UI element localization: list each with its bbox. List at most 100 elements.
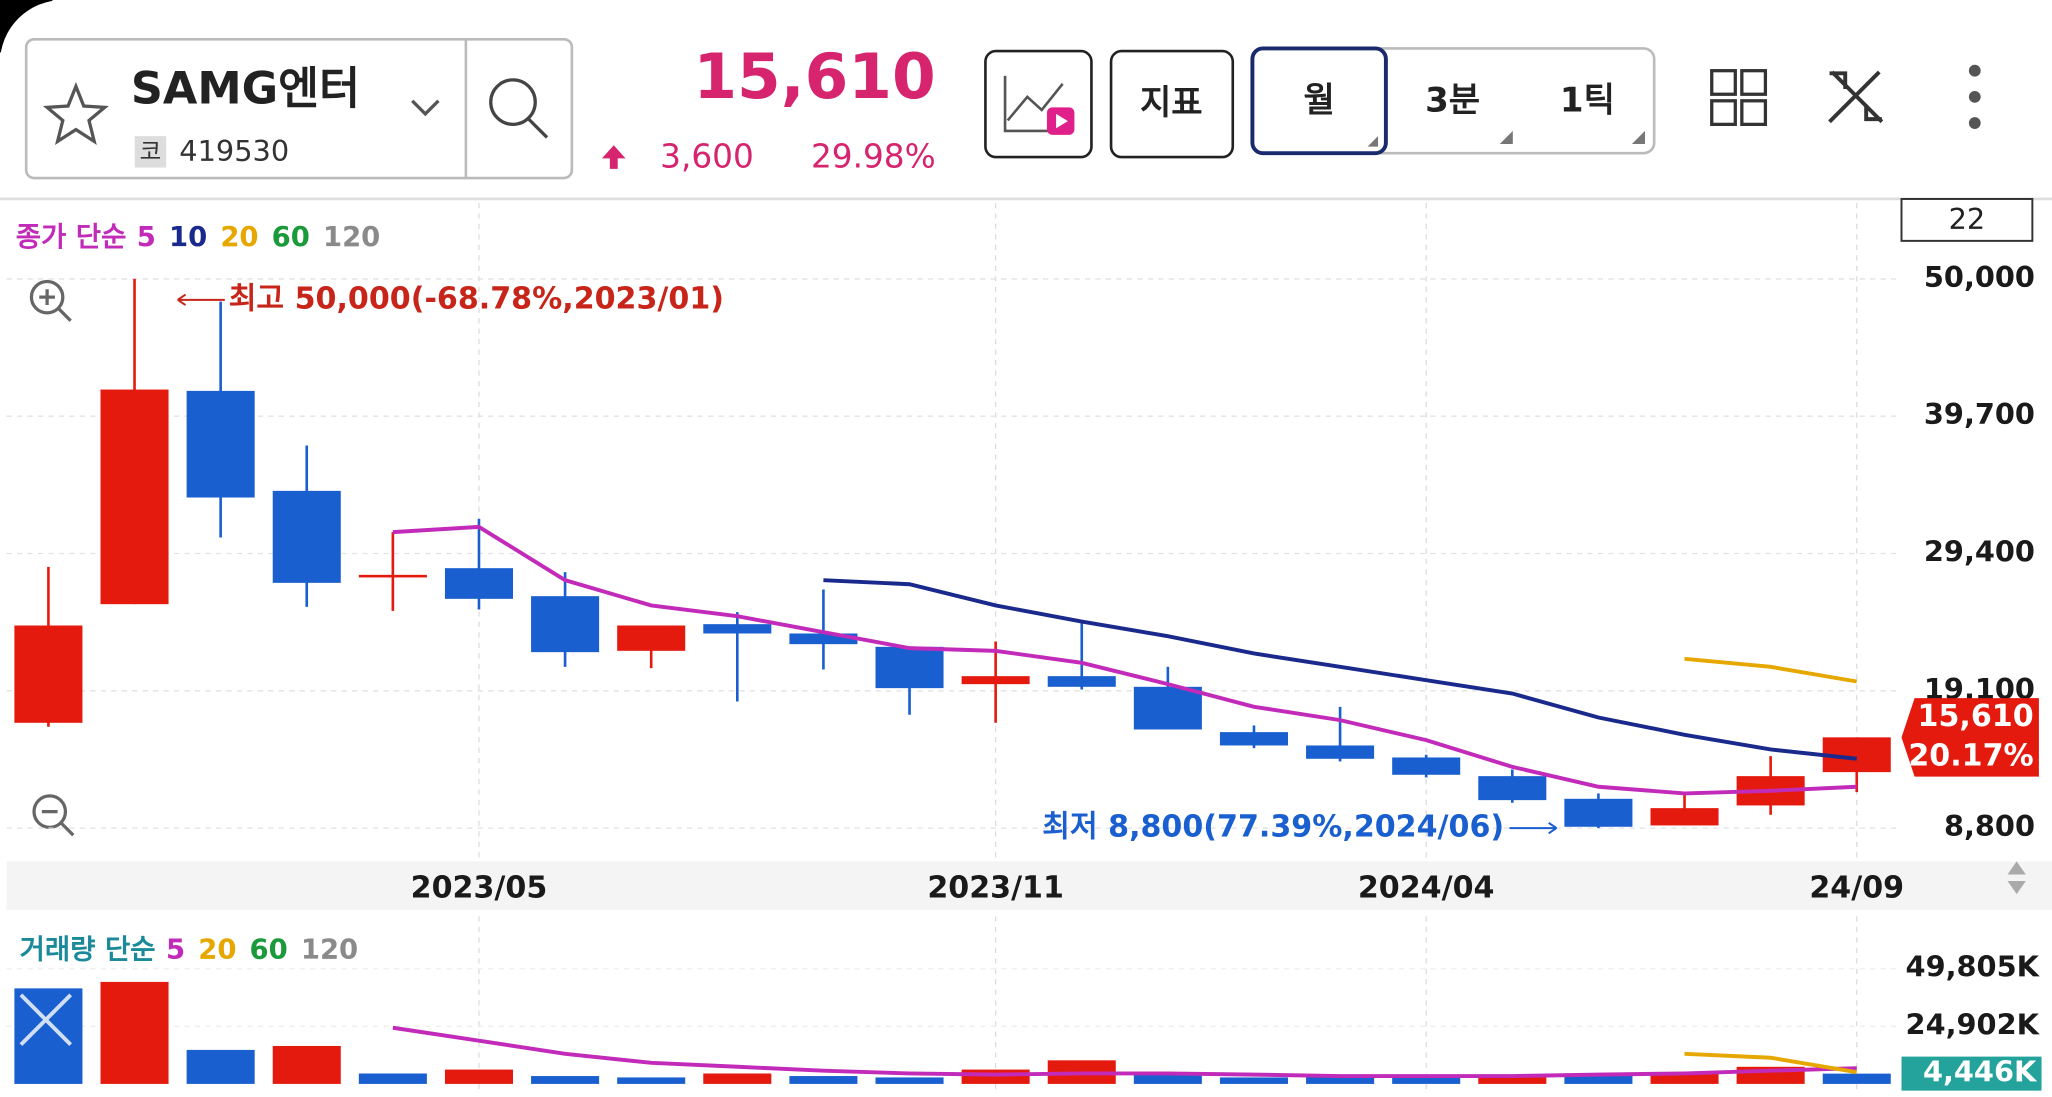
current-price-label: 15,610 <box>1918 699 2034 734</box>
volume-bar <box>875 1077 944 1084</box>
code-badge <box>134 136 167 168</box>
legend-entry: 20 <box>220 221 258 253</box>
volume-bar <box>617 1077 686 1084</box>
volume-bar <box>1822 1073 1891 1084</box>
min-annotation: 최저 8,800(77.39%,2024/06) <box>1042 810 1504 845</box>
volume-bar <box>444 1069 513 1084</box>
stock-name: SAMG엔터 <box>131 64 360 115</box>
volume-bar <box>186 1049 255 1084</box>
candle-body <box>1650 808 1719 826</box>
volume-bar <box>1306 1076 1375 1084</box>
current-volume-box <box>1901 1056 2042 1091</box>
legend-entry: 20 <box>198 933 236 965</box>
dropdown-icon[interactable] <box>411 99 440 117</box>
scroll-arrows[interactable] <box>2007 861 2026 895</box>
candle-body <box>617 625 686 651</box>
volume-bar <box>531 1076 600 1084</box>
candle-body <box>961 676 1030 685</box>
volume-bar <box>1478 1076 1547 1084</box>
volume-bar <box>1219 1077 1288 1084</box>
candle-body <box>703 624 772 634</box>
search-icon <box>527 117 549 139</box>
y-tick-label: 49,805K <box>1906 950 2041 984</box>
period-label[interactable]: 3분 <box>1425 81 1480 121</box>
legend-entry: 10 <box>169 221 207 253</box>
candle-body <box>100 389 169 605</box>
volume-bar <box>14 988 83 1084</box>
y-tick-label: 39,700 <box>1924 397 2035 431</box>
close-icon[interactable] <box>19 993 73 1047</box>
candle-body <box>1047 676 1116 687</box>
legend-entry: 5 <box>137 221 156 253</box>
zoom-in[interactable] <box>29 279 72 322</box>
candle-body <box>531 596 600 653</box>
x-tick-label: 2023/11 <box>927 870 1064 905</box>
volume-bar <box>1133 1073 1202 1084</box>
candle-body <box>14 625 83 723</box>
candle-body <box>1306 745 1375 759</box>
candle-body <box>358 574 427 578</box>
candle-body <box>875 646 944 689</box>
volume-bar <box>789 1076 858 1084</box>
volume-bar <box>1650 1072 1719 1084</box>
tools-icon[interactable] <box>1828 70 1884 124</box>
moving-average <box>392 1025 1857 1079</box>
play-icon <box>1056 113 1068 129</box>
price-change: 3,600 <box>660 137 754 175</box>
favorite-icon[interactable] <box>42 81 109 145</box>
up-arrow <box>601 145 626 169</box>
visible-count: 22 <box>1949 202 1986 236</box>
zoom-out[interactable] <box>32 794 75 837</box>
period-button-selected[interactable] <box>1250 46 1388 156</box>
indicator-button[interactable] <box>1109 49 1235 159</box>
candle-body <box>1478 776 1547 801</box>
moving-average <box>1684 656 1858 684</box>
legend-title: 종가 단순 <box>16 221 127 253</box>
moving-average <box>1684 1051 1858 1075</box>
x-tick-label: 24/09 <box>1809 870 1904 905</box>
volume-bar <box>1564 1074 1633 1084</box>
y-tick-label: 8,800 <box>1944 809 2035 843</box>
candle-body <box>1219 732 1288 746</box>
volume-bar <box>358 1073 427 1084</box>
price-change-pct: 29.98% <box>811 137 936 175</box>
overlay: 15,610 20.17% 4,446K <box>19 698 2042 1091</box>
y-tick-label: 24,902K <box>1906 1007 2041 1041</box>
current-price: 15,610 <box>693 40 935 113</box>
candle-body <box>789 633 858 645</box>
current-change-label: 20.17% <box>1908 738 2033 773</box>
candle-body <box>1392 757 1461 775</box>
volume-bar <box>1392 1077 1461 1084</box>
layout-icon[interactable] <box>1710 69 1768 126</box>
corner-marks <box>1367 130 1646 147</box>
annotation-arrow <box>1509 822 1558 835</box>
legend-entry: 60 <box>250 933 288 965</box>
visible-count-box[interactable] <box>1900 197 2034 242</box>
legend-entry: 120 <box>301 933 358 965</box>
legend-entry: 5 <box>166 933 185 965</box>
current-price-box <box>1901 698 2039 777</box>
candle-body <box>272 490 341 583</box>
volume-bar <box>703 1073 772 1084</box>
max-annotation: 최고 50,000(-68.78%,2023/01) <box>229 281 724 316</box>
period-label[interactable]: 1틱 <box>1560 81 1615 121</box>
stock-code: 419530 <box>179 134 289 168</box>
volume-bar <box>100 981 169 1084</box>
legend-entry: 60 <box>272 221 310 253</box>
chart-type-button[interactable] <box>984 49 1093 159</box>
search-icon[interactable] <box>489 78 537 126</box>
plot: 2023/05 2023/11 2024/04 24/098,80019,10029,… <box>6 202 2041 1090</box>
x-tick-label: 2024/04 <box>1358 870 1495 905</box>
legend-entry: 120 <box>323 221 380 253</box>
current-volume-label: 4,446K <box>1923 1055 2038 1089</box>
more-icon[interactable] <box>1968 64 1981 129</box>
y-tick-label: 29,400 <box>1924 535 2035 569</box>
moving-average <box>392 524 1857 796</box>
moving-average <box>823 578 1857 761</box>
background <box>0 52 2052 1097</box>
y-tick-label: 50,000 <box>1924 260 2035 294</box>
candle-body <box>1133 686 1202 730</box>
code-label: 코 <box>140 138 162 166</box>
legend-title: 거래량 단순 <box>20 933 156 965</box>
x-tick-label: 2023/05 <box>411 870 548 905</box>
